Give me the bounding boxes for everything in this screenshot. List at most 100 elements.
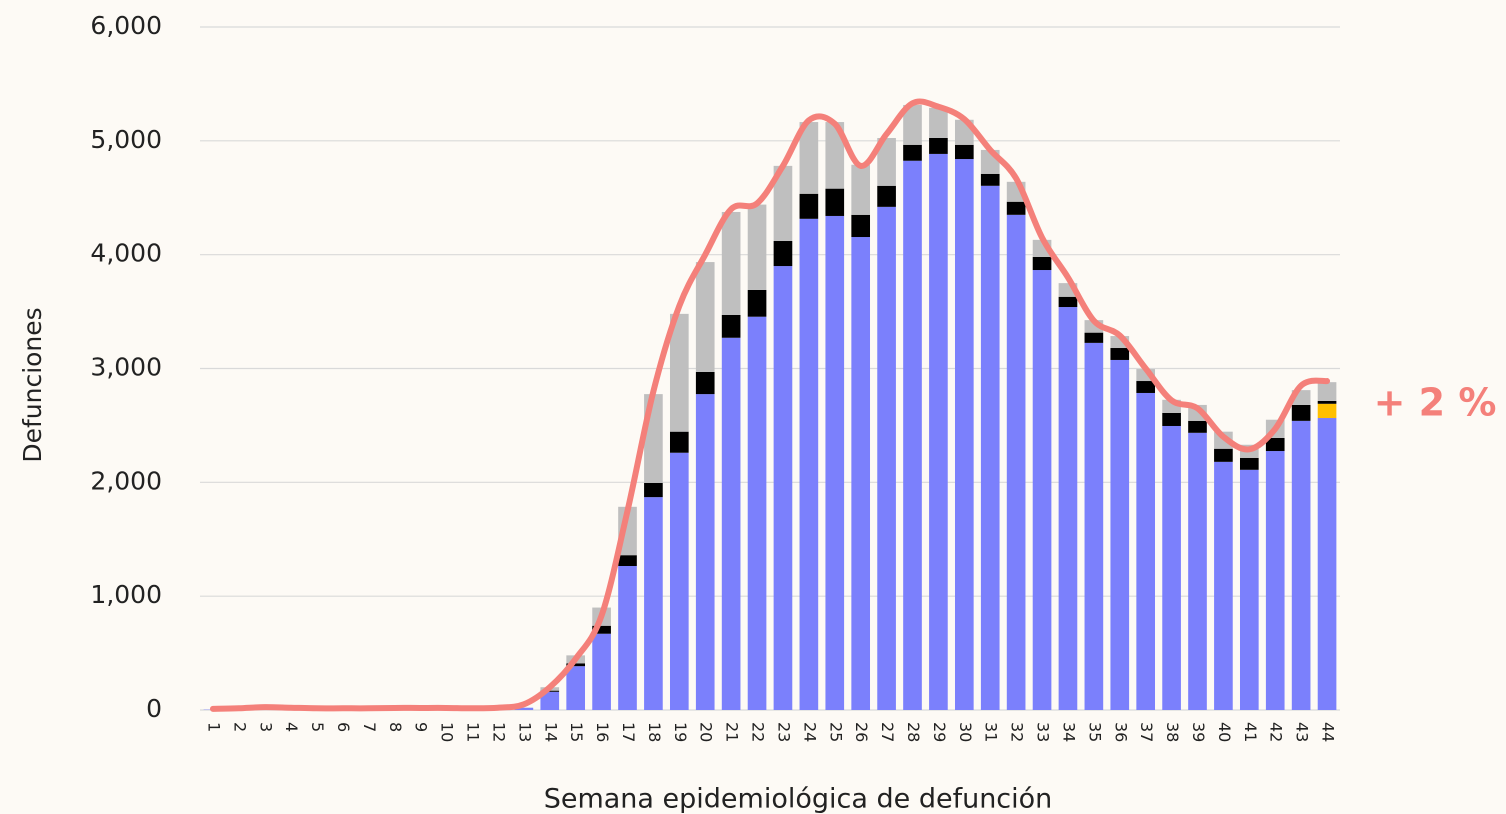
x-tick-label: 6 bbox=[334, 722, 353, 732]
x-tick-label: 32 bbox=[1008, 722, 1027, 742]
bar-segment bbox=[696, 372, 715, 394]
x-tick-label: 21 bbox=[723, 722, 742, 742]
y-axis-title: Defunciones bbox=[18, 307, 47, 462]
x-tick-label: 41 bbox=[1241, 722, 1260, 742]
x-tick-label: 8 bbox=[386, 722, 405, 732]
x-tick-label: 20 bbox=[697, 722, 716, 742]
bar-segment bbox=[1214, 449, 1233, 462]
bar-segment bbox=[1266, 451, 1285, 710]
bar-segment bbox=[1318, 418, 1337, 710]
y-tick-label: 6,000 bbox=[90, 11, 162, 40]
bar-segment bbox=[1318, 401, 1337, 404]
x-tick-label: 5 bbox=[308, 722, 327, 732]
x-tick-label: 44 bbox=[1319, 722, 1338, 742]
bar-segment bbox=[1188, 421, 1207, 433]
bar-segment bbox=[618, 566, 637, 710]
x-tick-label: 26 bbox=[852, 722, 871, 742]
y-tick-label: 3,000 bbox=[90, 353, 162, 382]
x-tick-label: 16 bbox=[593, 722, 612, 742]
x-tick-label: 14 bbox=[541, 722, 560, 742]
bar-segment bbox=[825, 189, 844, 216]
x-tick-label: 31 bbox=[982, 722, 1001, 742]
y-tick-label: 4,000 bbox=[90, 239, 162, 268]
x-tick-label: 15 bbox=[567, 722, 586, 742]
bar-segment bbox=[1110, 348, 1129, 360]
bar-segment bbox=[851, 237, 870, 710]
x-tick-label: 23 bbox=[774, 722, 793, 742]
bar-segment bbox=[851, 215, 870, 237]
x-tick-label: 9 bbox=[412, 722, 431, 732]
bar-segment bbox=[748, 317, 767, 710]
bar-segment bbox=[903, 145, 922, 161]
bar-segment bbox=[1059, 297, 1078, 307]
x-tick-label: 4 bbox=[282, 722, 301, 732]
bar-segment bbox=[877, 186, 896, 207]
bar-segment bbox=[644, 497, 663, 710]
x-tick-label: 43 bbox=[1293, 722, 1312, 742]
bar-segment bbox=[981, 174, 1000, 186]
bar-segment bbox=[722, 212, 741, 315]
bar-segment bbox=[1240, 470, 1259, 710]
x-tick-label: 29 bbox=[930, 722, 949, 742]
bar-segment bbox=[1240, 458, 1259, 470]
x-tick-label: 18 bbox=[645, 722, 664, 742]
annotation: + 2 % bbox=[1374, 381, 1497, 425]
y-tick-label: 0 bbox=[146, 694, 162, 723]
x-tick-label: 35 bbox=[1085, 722, 1104, 742]
x-tick-label: 2 bbox=[230, 722, 249, 732]
bar-segment bbox=[1292, 421, 1311, 710]
bar-segment bbox=[1136, 381, 1155, 393]
bar-segment bbox=[1110, 360, 1129, 710]
bar-segment bbox=[696, 394, 715, 710]
bar-segment bbox=[1318, 382, 1337, 401]
bar-segment bbox=[800, 219, 819, 710]
bar-segment bbox=[1085, 343, 1104, 710]
bar-segment bbox=[800, 194, 819, 219]
x-tick-label: 38 bbox=[1163, 722, 1182, 742]
bar-segment bbox=[955, 159, 974, 710]
bar-segment bbox=[1162, 426, 1181, 710]
bar-segment bbox=[903, 161, 922, 710]
bar-segment bbox=[618, 555, 637, 566]
bar-segment bbox=[929, 138, 948, 154]
bar-segment bbox=[696, 262, 715, 372]
x-tick-label: 25 bbox=[826, 722, 845, 742]
bar-segment bbox=[1318, 404, 1337, 418]
x-tick-label: 27 bbox=[878, 722, 897, 742]
bar-segment bbox=[1214, 462, 1233, 710]
bar-segment bbox=[1007, 215, 1026, 710]
bar-segment bbox=[877, 207, 896, 710]
x-tick-label: 39 bbox=[1189, 722, 1208, 742]
bar-segment bbox=[566, 666, 585, 710]
x-tick-label: 42 bbox=[1267, 722, 1286, 742]
bar-segment bbox=[825, 216, 844, 710]
x-tick-label: 33 bbox=[1034, 722, 1053, 742]
bar-segment bbox=[929, 108, 948, 138]
x-tick-label: 40 bbox=[1215, 722, 1234, 742]
x-tick-label: 24 bbox=[800, 722, 819, 742]
x-axis-title: Semana epidemiológica de defunción bbox=[544, 784, 1053, 814]
bar-segment bbox=[1007, 202, 1026, 215]
y-tick-label: 2,000 bbox=[90, 466, 162, 495]
y-tick-label: 5,000 bbox=[90, 125, 162, 154]
x-tick-label: 28 bbox=[904, 722, 923, 742]
bar-segment bbox=[1188, 433, 1207, 710]
bar-segment bbox=[1059, 307, 1078, 710]
y-tick-label: 1,000 bbox=[90, 580, 162, 609]
x-tick-label: 34 bbox=[1059, 722, 1078, 742]
bar-segment bbox=[1033, 257, 1052, 270]
bar-segment bbox=[1085, 333, 1104, 343]
bar-segment bbox=[670, 453, 689, 710]
bar-segment bbox=[722, 315, 741, 338]
x-tick-label: 7 bbox=[360, 722, 379, 732]
bar-segment bbox=[955, 145, 974, 159]
bar-segment bbox=[929, 154, 948, 710]
x-tick-label: 17 bbox=[619, 722, 638, 742]
bar-segment bbox=[774, 266, 793, 710]
x-tick-label: 36 bbox=[1111, 722, 1130, 742]
bar-segment bbox=[1292, 405, 1311, 421]
x-tick-label: 3 bbox=[256, 722, 275, 732]
x-tick-label: 22 bbox=[749, 722, 768, 742]
bar-segment bbox=[748, 205, 767, 290]
x-tick-label: 11 bbox=[464, 722, 483, 742]
